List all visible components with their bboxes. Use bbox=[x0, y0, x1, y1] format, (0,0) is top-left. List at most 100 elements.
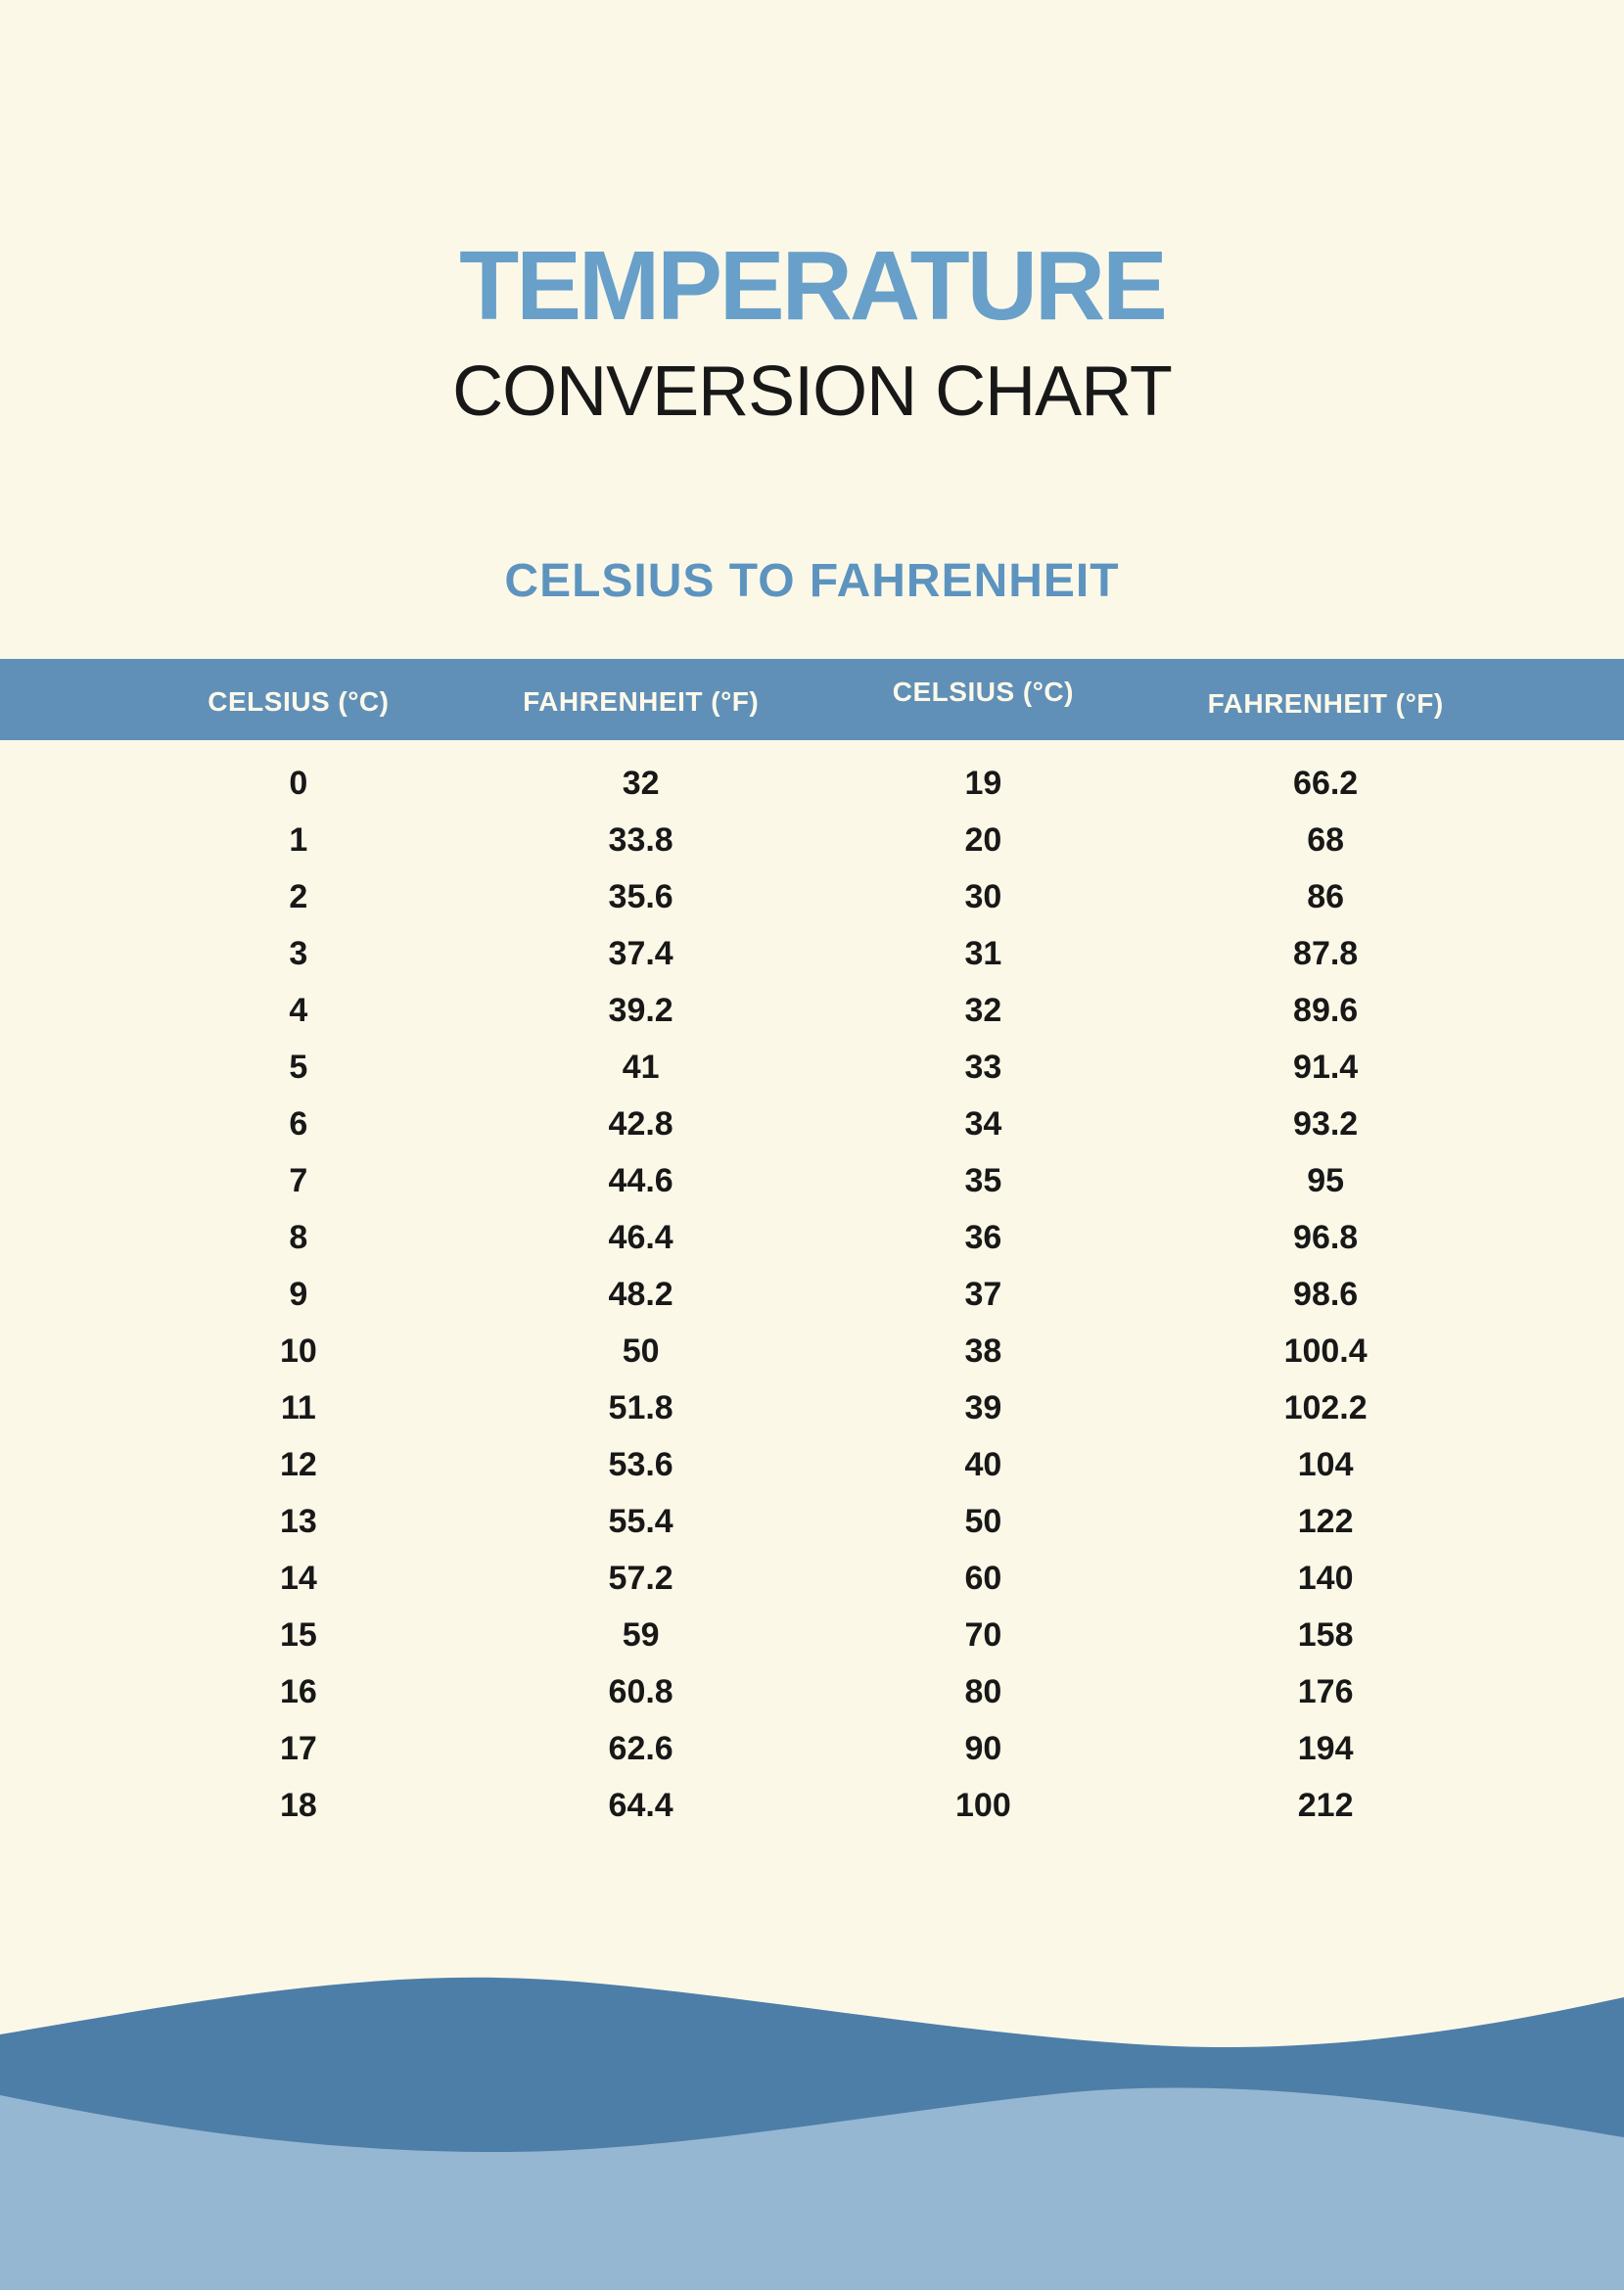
fahrenheit-value: 35.6 bbox=[608, 877, 673, 915]
celsius-value: 17 bbox=[279, 1729, 317, 1767]
fahrenheit-value: 42.8 bbox=[608, 1104, 673, 1143]
table-row: 4 39.2 32 89.6 bbox=[127, 982, 1497, 1039]
table-row: 9 48.2 37 98.6 bbox=[127, 1266, 1497, 1323]
celsius-value: 50 bbox=[964, 1502, 1002, 1540]
celsius-value: 100 bbox=[955, 1786, 1011, 1824]
fahrenheit-value: 158 bbox=[1297, 1615, 1354, 1654]
table-row: 11 51.8 39 102.2 bbox=[127, 1379, 1497, 1436]
fahrenheit-value: 176 bbox=[1297, 1672, 1354, 1710]
table-row: 10 50 38 100.4 bbox=[127, 1323, 1497, 1379]
fahrenheit-value: 89.6 bbox=[1293, 991, 1359, 1029]
celsius-value: 7 bbox=[289, 1161, 308, 1199]
fahrenheit-value: 48.2 bbox=[608, 1275, 673, 1313]
celsius-value: 0 bbox=[289, 764, 308, 802]
fahrenheit-value: 59 bbox=[622, 1615, 660, 1654]
fahrenheit-value: 46.4 bbox=[608, 1218, 673, 1256]
celsius-value: 13 bbox=[279, 1502, 317, 1540]
table-row: 1 33.8 20 68 bbox=[127, 812, 1497, 868]
table-row: 0 32 19 66.2 bbox=[127, 755, 1497, 812]
column-header-celsius-right: CELSIUS (°C) bbox=[892, 676, 1074, 707]
fahrenheit-value: 95 bbox=[1307, 1161, 1345, 1199]
table-row: 6 42.8 34 93.2 bbox=[127, 1096, 1497, 1152]
fahrenheit-value: 62.6 bbox=[608, 1729, 673, 1767]
table-row: 2 35.6 30 86 bbox=[127, 868, 1497, 925]
page-subtitle: CONVERSION CHART bbox=[452, 352, 1173, 431]
celsius-value: 8 bbox=[289, 1218, 308, 1256]
celsius-value: 36 bbox=[964, 1218, 1002, 1256]
fahrenheit-value: 104 bbox=[1297, 1445, 1354, 1483]
celsius-value: 3 bbox=[289, 934, 308, 972]
table-row: 8 46.4 36 96.8 bbox=[127, 1209, 1497, 1266]
celsius-value: 32 bbox=[964, 991, 1002, 1029]
fahrenheit-value: 122 bbox=[1297, 1502, 1354, 1540]
celsius-value: 18 bbox=[279, 1786, 317, 1824]
fahrenheit-value: 86 bbox=[1307, 877, 1345, 915]
celsius-value: 70 bbox=[964, 1615, 1002, 1654]
section-heading: CELSIUS TO FAHRENHEIT bbox=[504, 555, 1120, 607]
table-header-bar: CELSIUS (°C) FAHRENHEIT (°F) CELSIUS (°C… bbox=[0, 659, 1624, 740]
celsius-value: 20 bbox=[964, 820, 1002, 859]
celsius-value: 9 bbox=[289, 1275, 308, 1313]
fahrenheit-value: 98.6 bbox=[1293, 1275, 1359, 1313]
celsius-value: 5 bbox=[289, 1048, 308, 1086]
table-body: 0 32 19 66.2 1 33.8 20 68 2 35.6 30 86 3 37.4 31 87.8 4 3… bbox=[127, 755, 1497, 1834]
celsius-value: 11 bbox=[280, 1388, 316, 1426]
fahrenheit-value: 41 bbox=[622, 1048, 660, 1086]
fahrenheit-value: 51.8 bbox=[608, 1388, 673, 1426]
celsius-value: 80 bbox=[964, 1672, 1002, 1710]
celsius-value: 31 bbox=[964, 934, 1002, 972]
fahrenheit-value: 194 bbox=[1297, 1729, 1354, 1767]
fahrenheit-value: 57.2 bbox=[608, 1559, 673, 1597]
celsius-value: 6 bbox=[289, 1104, 308, 1143]
page-title: TEMPERATURE bbox=[459, 231, 1168, 341]
fahrenheit-value: 60.8 bbox=[608, 1672, 673, 1710]
celsius-value: 12 bbox=[279, 1445, 317, 1483]
column-header-celsius-left: CELSIUS (°C) bbox=[208, 685, 390, 717]
fahrenheit-value: 44.6 bbox=[608, 1161, 673, 1199]
celsius-value: 15 bbox=[279, 1615, 317, 1654]
fahrenheit-value: 87.8 bbox=[1293, 934, 1359, 972]
table-row: 16 60.8 80 176 bbox=[127, 1663, 1497, 1720]
table-row: 15 59 70 158 bbox=[127, 1607, 1497, 1663]
celsius-value: 60 bbox=[964, 1559, 1002, 1597]
fahrenheit-value: 64.4 bbox=[608, 1786, 673, 1824]
celsius-value: 16 bbox=[279, 1672, 317, 1710]
fahrenheit-value: 32 bbox=[622, 764, 660, 802]
fahrenheit-value: 33.8 bbox=[608, 820, 673, 859]
fahrenheit-value: 68 bbox=[1307, 820, 1345, 859]
fahrenheit-value: 55.4 bbox=[608, 1502, 673, 1540]
column-header-fahrenheit-left: FAHRENHEIT (°F) bbox=[523, 685, 760, 717]
fahrenheit-value: 53.6 bbox=[608, 1445, 673, 1483]
fahrenheit-value: 93.2 bbox=[1293, 1104, 1359, 1143]
celsius-value: 19 bbox=[964, 764, 1002, 802]
fahrenheit-value: 212 bbox=[1297, 1786, 1354, 1824]
celsius-value: 4 bbox=[289, 991, 308, 1029]
fahrenheit-value: 102.2 bbox=[1283, 1388, 1368, 1426]
celsius-value: 39 bbox=[964, 1388, 1002, 1426]
table-row: 5 41 33 91.4 bbox=[127, 1039, 1497, 1096]
bottom-wave-decoration bbox=[0, 1977, 1624, 2290]
table-row: 18 64.4 100 212 bbox=[127, 1777, 1497, 1834]
wave-light-shape bbox=[0, 2087, 1624, 2290]
fahrenheit-value: 39.2 bbox=[608, 991, 673, 1029]
column-header-fahrenheit-right: FAHRENHEIT (°F) bbox=[1207, 687, 1444, 719]
fahrenheit-value: 100.4 bbox=[1283, 1332, 1368, 1370]
fahrenheit-value: 96.8 bbox=[1293, 1218, 1359, 1256]
celsius-value: 37 bbox=[964, 1275, 1002, 1313]
table-row: 17 62.6 90 194 bbox=[127, 1720, 1497, 1777]
fahrenheit-value: 66.2 bbox=[1293, 764, 1359, 802]
celsius-value: 35 bbox=[964, 1161, 1002, 1199]
celsius-value: 33 bbox=[964, 1048, 1002, 1086]
fahrenheit-value: 91.4 bbox=[1293, 1048, 1359, 1086]
table-row: 13 55.4 50 122 bbox=[127, 1493, 1497, 1550]
fahrenheit-value: 37.4 bbox=[608, 934, 673, 972]
fahrenheit-value: 50 bbox=[622, 1332, 660, 1370]
celsius-value: 34 bbox=[964, 1104, 1002, 1143]
celsius-value: 10 bbox=[279, 1332, 317, 1370]
celsius-value: 14 bbox=[279, 1559, 317, 1597]
celsius-value: 2 bbox=[289, 877, 308, 915]
fahrenheit-value: 140 bbox=[1297, 1559, 1354, 1597]
table-row: 7 44.6 35 95 bbox=[127, 1152, 1497, 1209]
celsius-value: 1 bbox=[289, 820, 308, 859]
